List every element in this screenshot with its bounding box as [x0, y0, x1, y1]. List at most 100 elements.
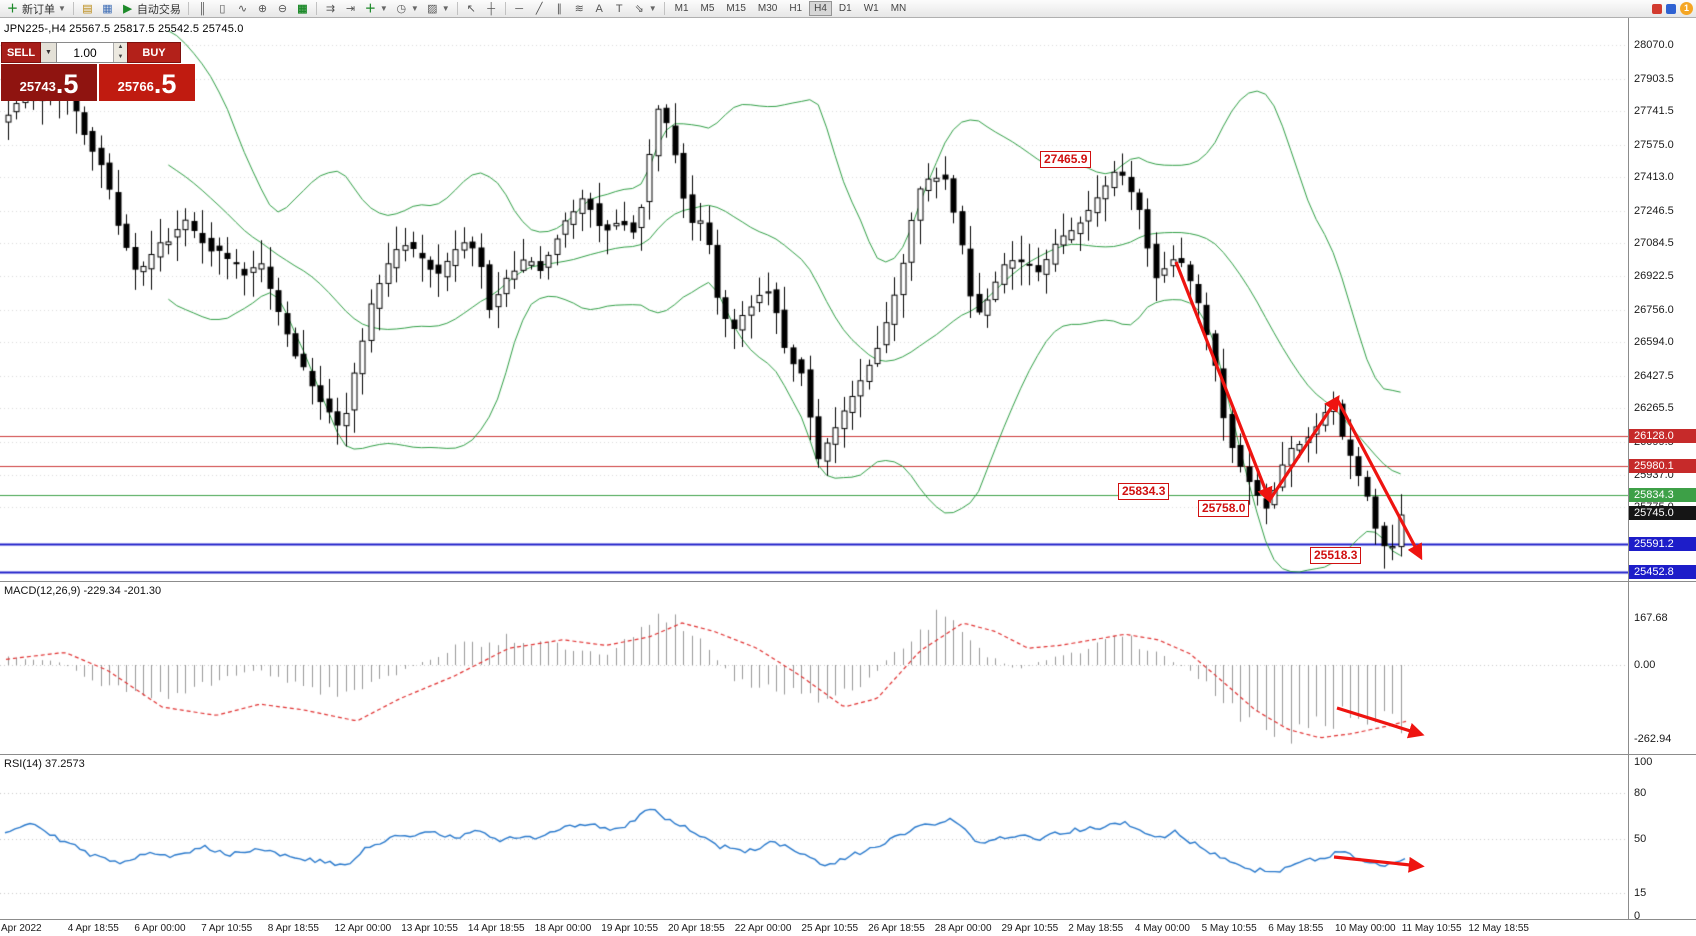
timeframe-w1[interactable]: W1 — [863, 3, 879, 14]
price-annotation: 25518.3 — [1310, 547, 1362, 564]
auto-trading-button[interactable]: ▶ 自动交易 — [118, 1, 184, 17]
price-scale-label: 26427.5 — [1634, 369, 1674, 382]
text-label-icon: T — [615, 2, 623, 15]
zoom-in-icon: ⊕ — [257, 2, 268, 15]
time-axis-label: 6 May 18:55 — [1268, 923, 1324, 934]
chart-shift-button[interactable]: ⇥ — [341, 1, 360, 17]
timeframe-m15[interactable]: M15 — [726, 3, 746, 14]
time-axis-label: 4 Apr 18:55 — [67, 923, 119, 934]
price-tag: 25980.1 — [1629, 458, 1696, 473]
time-axis[interactable]: Apr 2022 4 Apr 18:55 6 Apr 00:00 7 Apr 10:5… — [0, 920, 1696, 936]
new-chart-icon: ▦ — [102, 2, 113, 15]
timeframe-h4[interactable]: H4 — [809, 1, 832, 16]
macd-indicator-label: MACD(12,26,9) -229.34 -201.30 — [4, 585, 162, 597]
crosshair-icon: ┼ — [487, 2, 496, 15]
indicators-icon: ＋ — [364, 2, 376, 15]
volume-input[interactable] — [57, 43, 113, 62]
macd-indicator-panel[interactable] — [0, 582, 1628, 755]
auto-trading-label: 自动交易 — [136, 3, 181, 16]
auto-scroll-button[interactable]: ⇉ — [321, 1, 340, 17]
time-axis-label: 28 Apr 00:00 — [934, 923, 992, 934]
separator — [187, 2, 189, 15]
notifications-badge[interactable]: 1 — [1680, 2, 1693, 15]
timeframe-h1[interactable]: H1 — [789, 3, 803, 14]
rsi-indicator-panel[interactable] — [0, 755, 1628, 920]
candlestick-icon: ▯ — [219, 2, 226, 15]
text-tool[interactable]: A — [590, 1, 609, 17]
candlestick-chart-button[interactable]: ▯ — [213, 1, 232, 17]
one-click-trading-panel: SELL ▼ ▲ ▼ BUY 25743 .5 25766 .5 — [1, 42, 195, 101]
time-axis-label: 20 Apr 18:55 — [668, 923, 725, 934]
time-axis-label: 12 Apr 00:00 — [334, 923, 392, 934]
price-tag: 26128.0 — [1629, 429, 1696, 444]
buy-price-main: 25766 — [117, 79, 154, 94]
line-chart-icon: ∿ — [237, 2, 248, 15]
text-label-tool[interactable]: T — [610, 1, 629, 17]
clock-icon: ◷ — [396, 2, 407, 15]
buy-price-display[interactable]: 25766 .5 — [99, 64, 195, 101]
templates-button[interactable]: ▨ ▼ — [423, 1, 453, 17]
price-tag: 25745.0 — [1629, 506, 1696, 521]
time-axis-label: 8 Apr 18:55 — [267, 923, 319, 934]
cursor-tool[interactable]: ↖ — [462, 1, 481, 17]
bar-chart-button[interactable]: ║ — [193, 1, 212, 17]
sell-price-display[interactable]: 25743 .5 — [1, 64, 97, 101]
community-icon[interactable] — [1666, 3, 1676, 14]
rsi-scale-label: 100 — [1634, 756, 1653, 768]
alerts-icon[interactable] — [1652, 3, 1662, 14]
time-axis-label: 13 Apr 10:55 — [401, 923, 458, 934]
horizontal-line-icon: ─ — [515, 2, 524, 15]
price-scale-label: 26756.0 — [1634, 303, 1674, 316]
tile-windows-button[interactable]: ▦ — [293, 1, 312, 17]
panel-separator[interactable] — [0, 919, 1696, 920]
timeframe-m30[interactable]: M30 — [757, 3, 778, 14]
new-order-button[interactable]: ＋ 新订单 ▼ — [3, 1, 69, 17]
price-scale[interactable]: 28070.0 27903.5 27741.5 27575.0 27413.0 27246… — [1628, 18, 1696, 922]
volume-decrease-button[interactable]: ▼ — [114, 52, 127, 62]
indicators-button[interactable]: ＋ ▼ — [361, 1, 391, 17]
symbol-ohlc-line: JPN225-,H4 25567.5 25817.5 25542.5 25745… — [4, 23, 244, 35]
periods-button[interactable]: ◷ ▼ — [392, 1, 422, 17]
price-tag: 25834.3 — [1629, 488, 1696, 503]
panel-separator[interactable] — [0, 754, 1696, 755]
profiles-button[interactable]: ▤ — [78, 1, 97, 17]
separator — [456, 2, 458, 15]
zoom-in-button[interactable]: ⊕ — [253, 1, 272, 17]
price-tag: 25452.8 — [1629, 565, 1696, 580]
separator — [663, 2, 665, 15]
sell-price-main: 25743 — [19, 79, 56, 94]
timeframe-d1[interactable]: D1 — [838, 3, 852, 14]
template-icon: ▨ — [427, 2, 438, 15]
arrow-symbol-icon: ⇘ — [634, 2, 644, 15]
price-scale-label: 26922.5 — [1634, 270, 1674, 283]
horizontal-line-tool[interactable]: ─ — [510, 1, 529, 17]
price-scale-label: 27246.5 — [1634, 204, 1674, 217]
zoom-out-icon: ⊖ — [277, 2, 288, 15]
timeframe-switcher: M1 M5 M15 M30 H1 H4 D1 W1 MN — [669, 1, 913, 16]
crosshair-tool[interactable]: ┼ — [482, 1, 501, 17]
new-chart-button[interactable]: ▦ — [98, 1, 117, 17]
time-axis-label: 18 Apr 00:00 — [534, 923, 592, 934]
line-chart-button[interactable]: ∿ — [233, 1, 252, 17]
price-scale-label: 26594.0 — [1634, 336, 1674, 349]
trendline-tool[interactable]: ╱ — [530, 1, 549, 17]
timeframe-mn[interactable]: MN — [890, 3, 907, 14]
panel-separator[interactable] — [0, 581, 1696, 582]
channel-tool[interactable]: ∥ — [550, 1, 569, 17]
timeframe-m5[interactable]: M5 — [700, 3, 715, 14]
timeframe-m1[interactable]: M1 — [674, 3, 689, 14]
main-price-chart[interactable] — [0, 18, 1628, 582]
separator — [315, 2, 317, 15]
volume-increase-button[interactable]: ▲ — [114, 43, 127, 53]
price-scale-label: 28070.0 — [1634, 39, 1674, 51]
buy-button[interactable]: BUY — [127, 42, 181, 63]
sell-button[interactable]: SELL — [1, 42, 41, 63]
time-axis-label: 11 May 10:55 — [1401, 923, 1462, 934]
arrows-tool[interactable]: ⇘ ▼ — [630, 1, 660, 17]
time-axis-label: 25 Apr 10:55 — [801, 923, 859, 934]
fibonacci-tool[interactable]: ≋ — [570, 1, 589, 17]
zoom-out-button[interactable]: ⊖ — [273, 1, 292, 17]
volume-dropdown[interactable]: ▼ — [41, 42, 57, 63]
plus-icon: ＋ — [7, 2, 18, 15]
